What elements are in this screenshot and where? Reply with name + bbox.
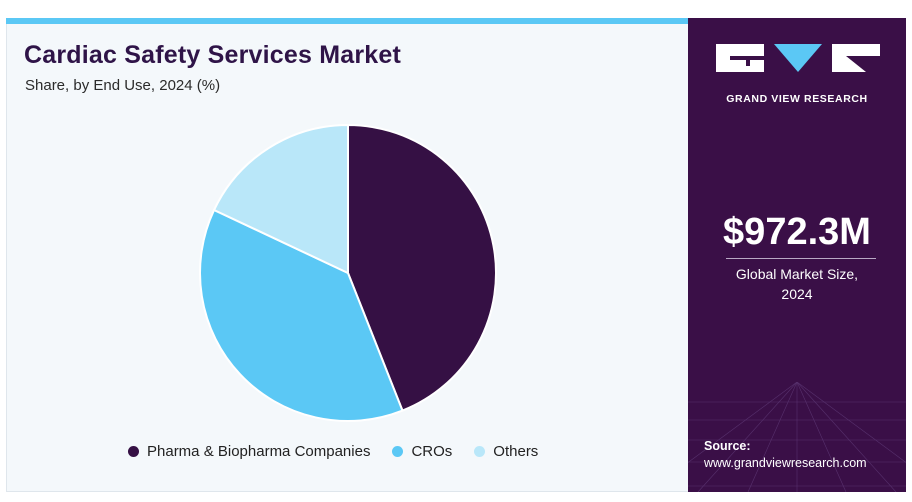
source-label: Source: — [704, 439, 751, 453]
caption-line-2: 2024 — [781, 286, 813, 302]
legend-item-others: Others — [474, 443, 538, 460]
chart-legend: Pharma & Biopharma Companies CROs Others — [128, 443, 538, 460]
caption-line-1: Global Market Size, — [735, 266, 859, 282]
accent-bar — [6, 18, 688, 24]
legend-label: Pharma & Biopharma Companies — [147, 443, 371, 460]
legend-marker — [392, 446, 404, 457]
legend-label: CROs — [411, 443, 453, 460]
pie-slice-others — [212, 123, 349, 275]
legend-marker — [128, 446, 139, 457]
logo-text: GRAND VIEW RESEARCH — [726, 93, 868, 105]
chart-title: Cardiac Safety Services Market — [24, 41, 402, 69]
market-size-value: $972.3M — [723, 211, 871, 253]
decorative-grid — [688, 382, 906, 492]
pie-slice-pharma-biopharma-companies — [347, 123, 497, 412]
pie-chart — [199, 123, 497, 422]
source-note: Source: www.grandviewresearch.com — [704, 438, 867, 472]
legend-label: Others — [493, 443, 539, 460]
info-panel: GRAND VIEW RESEARCH $972.3M Global Marke… — [688, 18, 906, 492]
chart-subtitle: Share, by End Use, 2024 (%) — [25, 77, 221, 94]
legend-item-pharma-biopharma-companies: Pharma & Biopharma Companies — [128, 443, 370, 460]
legend-item-cros: CROs — [392, 443, 452, 460]
source-url[interactable]: www.grandviewresearch.com — [704, 456, 867, 470]
pie-slice-cros — [199, 208, 404, 422]
market-size-caption: Global Market Size, 2024 — [688, 264, 906, 304]
divider — [726, 258, 876, 259]
grand-view-research-logo — [716, 44, 880, 72]
legend-marker — [474, 446, 486, 457]
